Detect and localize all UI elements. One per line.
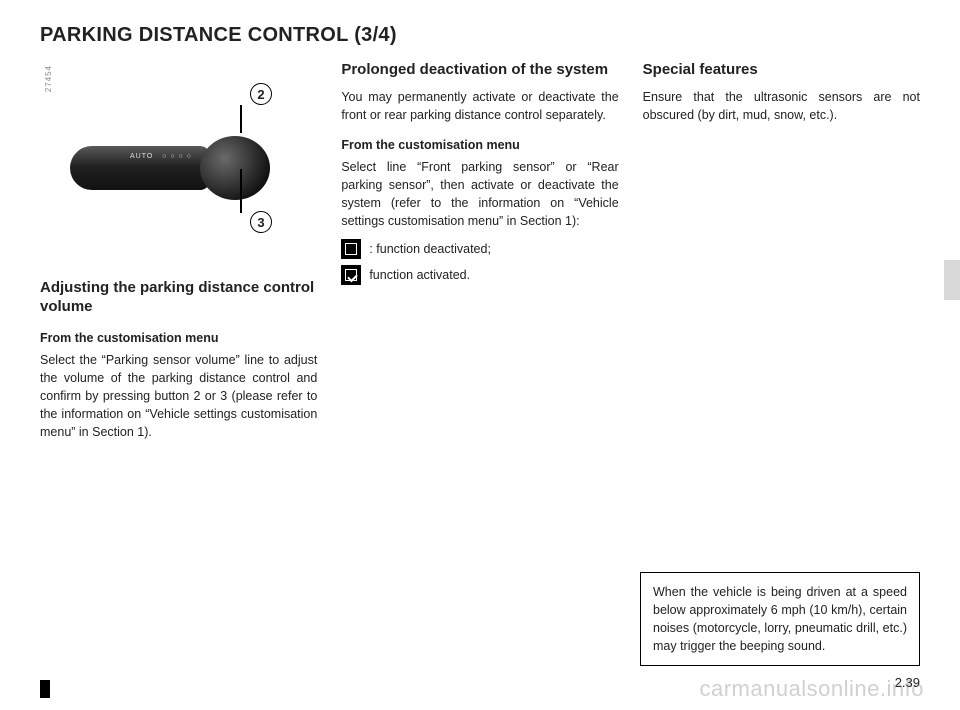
column-left: 27454 AUTO ○ ○ ○ ○ 2 3 Adjusting the par… [40,61,317,449]
activated-label: function activated. [369,268,470,282]
callout-2: 2 [250,83,272,105]
checkbox-checked-icon [341,265,361,285]
title-main: PARKING DISTANCE CONTROL [40,24,348,46]
stalk-markings: AUTO ○ ○ ○ ○ [130,153,192,160]
checkbox-empty-icon [341,239,361,259]
col2-subheading: From the customisation menu [341,138,618,152]
col3-body: Ensure that the ultrasonic sensors are n… [643,88,920,124]
footer-mark [40,680,50,698]
page-title: PARKING DISTANCE CONTROL (3/4) [40,24,920,47]
col1-body: Select the “Parking sensor volume” line … [40,351,317,442]
callout-3-label: 3 [257,215,264,230]
note-text: When the vehicle is being driven at a sp… [653,585,907,653]
side-tab [944,260,960,300]
callout-line-3 [240,169,242,213]
col3-heading: Special features [643,61,920,80]
stalk-tip [200,136,270,200]
callout-line-2 [240,105,242,133]
col1-subheading: From the customisation menu [40,331,317,345]
col1-heading: Adjusting the parking distance control v… [40,279,317,317]
function-deactivated-line: : function deactivated; [341,239,618,259]
col2-body: Select line “Front parking sensor” or “R… [341,158,618,231]
content-columns: 27454 AUTO ○ ○ ○ ○ 2 3 Adjusting the par… [40,61,920,449]
callout-3: 3 [250,211,272,233]
image-id: 27454 [44,65,53,92]
watermark: carmanualsonline.info [699,676,924,702]
deactivated-label: : function deactivated; [369,242,491,256]
col2-intro: You may permanently activate or deactiva… [341,88,618,124]
stalk-figure: 27454 AUTO ○ ○ ○ ○ 2 3 [40,61,300,261]
callout-2-label: 2 [257,87,264,102]
col2-heading: Prolonged deactivation of the system [341,61,618,80]
title-sub: (3/4) [354,24,397,46]
note-box: When the vehicle is being driven at a sp… [640,572,920,667]
column-middle: Prolonged deactivation of the system You… [341,61,618,449]
function-activated-line: function activated. [341,265,618,285]
column-right: Special features Ensure that the ultraso… [643,61,920,449]
